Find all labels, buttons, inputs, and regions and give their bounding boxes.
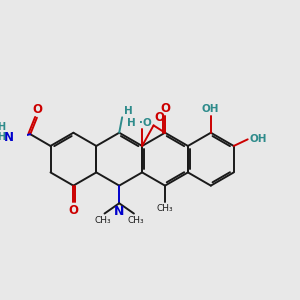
Text: CH₃: CH₃ (127, 216, 144, 225)
Text: OH: OH (249, 134, 267, 144)
Text: H: H (124, 106, 132, 116)
Text: CH₃: CH₃ (95, 216, 111, 225)
Text: CH₃: CH₃ (157, 204, 173, 213)
Text: O: O (160, 102, 170, 115)
Text: H: H (0, 132, 5, 142)
Text: O: O (154, 111, 164, 124)
Text: O: O (68, 204, 78, 217)
Text: ·O: ·O (139, 118, 152, 128)
Text: N: N (114, 205, 124, 218)
Text: H: H (0, 122, 5, 132)
Text: H: H (127, 118, 136, 128)
Text: N: N (3, 131, 14, 144)
Text: O: O (33, 103, 43, 116)
Text: OH: OH (201, 104, 219, 114)
